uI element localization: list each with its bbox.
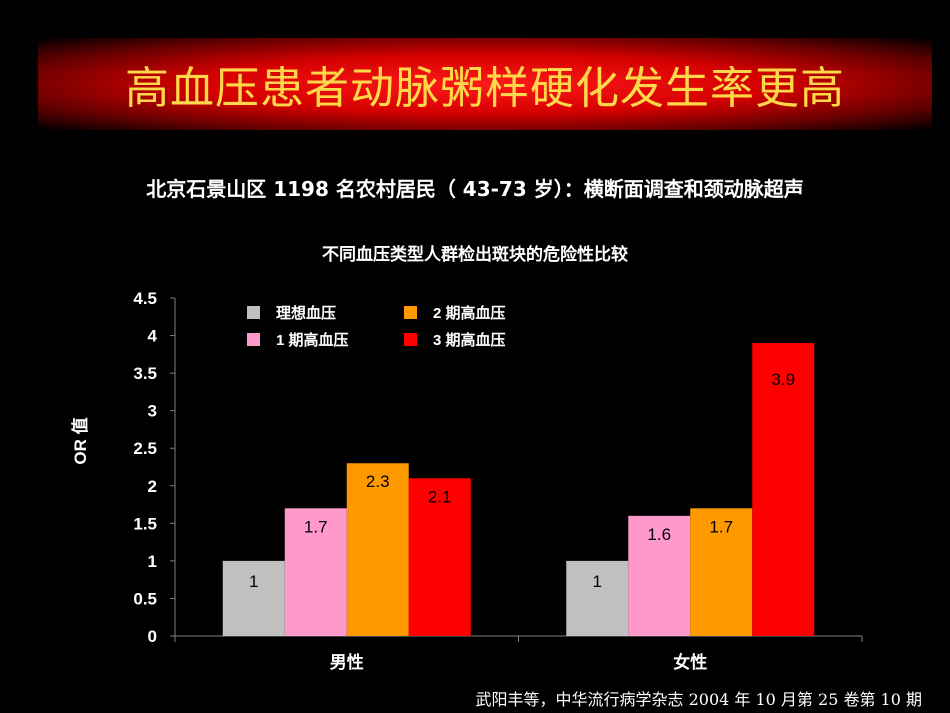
bar bbox=[566, 560, 629, 636]
bar-value-label: 2.1 bbox=[428, 487, 452, 506]
bar bbox=[752, 343, 815, 636]
legend-swatch bbox=[404, 306, 417, 319]
y-tick-label: 0 bbox=[148, 627, 157, 646]
bar bbox=[284, 508, 347, 636]
bar-value-label: 2.3 bbox=[366, 472, 390, 491]
bar bbox=[346, 463, 409, 636]
y-tick-label: 2 bbox=[148, 477, 157, 496]
y-tick-label: 0.5 bbox=[133, 589, 157, 608]
bar-value-label: 1 bbox=[249, 572, 258, 591]
bar-value-label: 1 bbox=[593, 572, 602, 591]
y-tick-label: 1.5 bbox=[133, 514, 157, 533]
legend-swatch bbox=[247, 333, 260, 346]
bar bbox=[690, 508, 753, 636]
slide-subtitle: 北京石景山区 1198 名农村居民（ 43-73 岁）：横断面调查和颈动脉超声 bbox=[146, 177, 804, 201]
y-tick-label: 3.5 bbox=[133, 364, 157, 383]
bar-value-label: 3.9 bbox=[771, 370, 795, 389]
bar bbox=[222, 560, 285, 636]
x-category-label: 男性 bbox=[330, 652, 364, 672]
legend-swatch bbox=[404, 333, 417, 346]
bar bbox=[628, 515, 691, 636]
y-tick-label: 3 bbox=[148, 402, 157, 421]
legend-label: 1 期高血压 bbox=[276, 331, 349, 349]
citation: 武阳丰等，中华流行病学杂志 2004 年 10 月第 25 卷第 10 期 bbox=[475, 690, 923, 709]
bar bbox=[408, 478, 471, 636]
bar-value-label: 1.7 bbox=[709, 517, 733, 536]
y-tick-label: 1 bbox=[148, 552, 157, 571]
bar-value-label: 1.6 bbox=[647, 525, 671, 544]
y-axis-label: OR 值 bbox=[70, 417, 90, 464]
legend-label: 理想血压 bbox=[276, 304, 336, 322]
x-category-label: 女性 bbox=[673, 652, 707, 672]
y-tick-label: 4 bbox=[148, 327, 158, 346]
slide-title: 高血压患者动脉粥样硬化发生率更高 bbox=[125, 63, 845, 114]
chart-title: 不同血压类型人群检出斑块的危险性比较 bbox=[322, 245, 628, 265]
bar-value-label: 1.7 bbox=[304, 517, 328, 536]
y-tick-label: 4.5 bbox=[133, 289, 157, 308]
legend-swatch bbox=[247, 306, 260, 319]
y-tick-label: 2.5 bbox=[133, 439, 157, 458]
title-banner: 高血压患者动脉粥样硬化发生率更高 bbox=[38, 38, 932, 130]
legend-label: 2 期高血压 bbox=[433, 304, 506, 322]
legend-label: 3 期高血压 bbox=[433, 331, 506, 349]
